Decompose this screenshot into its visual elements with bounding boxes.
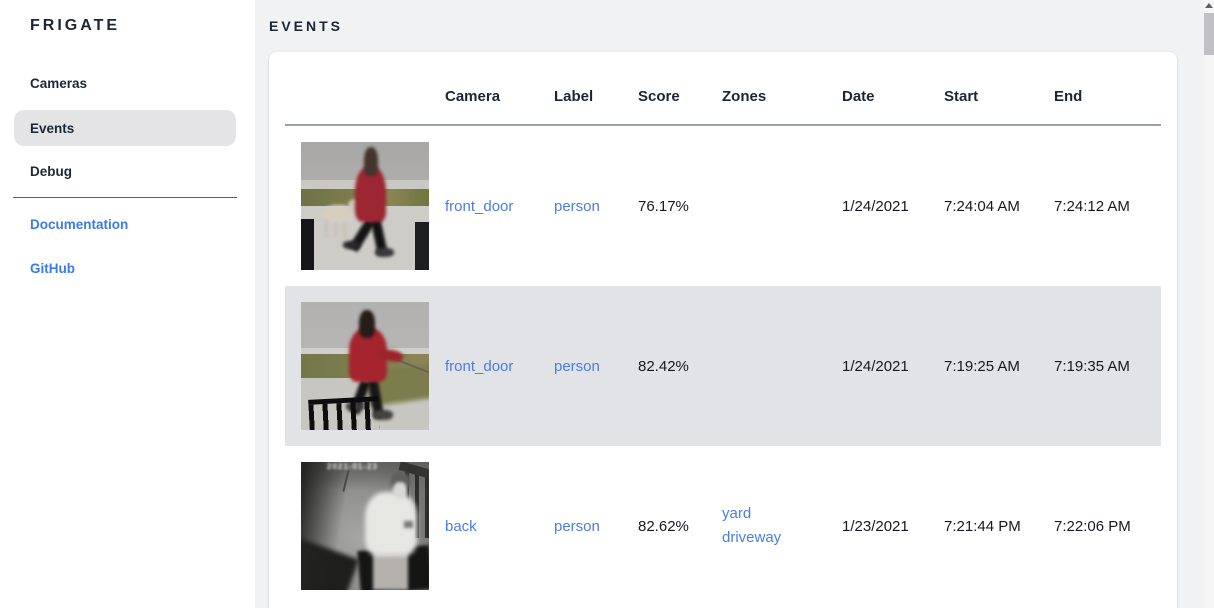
zones-cell: yard driveway — [722, 502, 842, 550]
fence-post — [415, 222, 429, 270]
event-row: front_door person 76.17% 1/24/2021 7:24:… — [285, 126, 1161, 286]
column-header-zones: Zones — [722, 87, 767, 105]
column-header-camera: Camera — [445, 87, 501, 105]
event-thumbnail[interactable] — [301, 142, 429, 270]
start-cell: 7:21:44 PM — [944, 517, 1021, 535]
column-header-end: End — [1054, 87, 1083, 105]
column-header-label: Label — [554, 87, 594, 105]
sidebar-link-github[interactable]: GitHub — [14, 250, 236, 286]
zone-link[interactable]: driveway — [722, 529, 782, 546]
scrollbar[interactable] — [1204, 0, 1214, 608]
sidebar-item-label: Cameras — [30, 75, 88, 91]
person-shape — [375, 248, 394, 257]
railing — [308, 396, 380, 430]
sidebar-item-cameras[interactable]: Cameras — [14, 65, 236, 101]
sidebar-item-label: Debug — [30, 163, 72, 179]
app-logo: FRIGATE — [30, 17, 121, 34]
main-content: EVENTS Camera Label Score Zones Date Sta… — [255, 0, 1204, 608]
date-cell: 1/24/2021 — [842, 357, 909, 375]
sidebar-item-events[interactable]: Events — [14, 110, 236, 146]
sidebar: FRIGATE Cameras Events Debug Documentati… — [0, 0, 255, 608]
person-shape — [373, 552, 408, 590]
camera-timestamp-overlay: 2021-01-23 — [327, 462, 378, 471]
scrollbar-up-arrow-icon[interactable] — [1205, 3, 1213, 8]
person-shape — [343, 241, 360, 249]
column-header-start: Start — [944, 87, 979, 105]
camera-link[interactable]: front_door — [445, 197, 514, 215]
person-shape — [359, 310, 375, 338]
event-thumbnail[interactable]: 2021-01-23 — [301, 462, 429, 590]
sidebar-item-debug[interactable]: Debug — [14, 153, 236, 189]
fence-post — [301, 219, 314, 270]
camera-link[interactable]: back — [445, 517, 477, 535]
event-row: 2021-01-23 back person 82.62% yard drive… — [285, 446, 1161, 606]
person-shape — [364, 147, 378, 176]
dog-shape — [325, 218, 351, 238]
label-link[interactable]: person — [554, 357, 600, 375]
person-shape — [393, 482, 407, 499]
sidebar-link-label: Documentation — [30, 216, 129, 232]
sidebar-link-label: GitHub — [30, 260, 75, 276]
table-header-row: Camera Label Score Zones Date Start End — [285, 68, 1161, 126]
score-cell: 76.17% — [638, 197, 689, 215]
end-cell: 7:24:12 AM — [1054, 197, 1130, 215]
date-cell: 1/24/2021 — [842, 197, 909, 215]
sidebar-divider — [13, 197, 237, 198]
column-header-score: Score — [638, 87, 680, 105]
camera-link[interactable]: front_door — [445, 357, 514, 375]
score-cell: 82.42% — [638, 357, 689, 375]
sidebar-link-documentation[interactable]: Documentation — [14, 206, 236, 242]
dog-shape — [322, 205, 353, 222]
score-cell: 82.62% — [638, 517, 689, 535]
event-row-highlighted: front_door person 82.42% 1/24/2021 7:19:… — [285, 286, 1161, 446]
label-link[interactable]: person — [554, 517, 600, 535]
label-link[interactable]: person — [554, 197, 600, 215]
column-header-date: Date — [842, 87, 875, 105]
person-shape — [373, 410, 393, 420]
events-card: Camera Label Score Zones Date Start End — [269, 52, 1177, 608]
shadow — [301, 462, 347, 590]
page-title: EVENTS — [269, 18, 344, 34]
scrollbar-thumb[interactable] — [1204, 13, 1214, 55]
start-cell: 7:24:04 AM — [944, 197, 1020, 215]
end-cell: 7:22:06 PM — [1054, 517, 1131, 535]
phone-shape — [404, 521, 413, 528]
date-cell: 1/23/2021 — [842, 517, 909, 535]
end-cell: 7:19:35 AM — [1054, 357, 1130, 375]
start-cell: 7:19:25 AM — [944, 357, 1020, 375]
zone-link[interactable]: yard — [722, 505, 752, 522]
sidebar-item-label: Events — [30, 120, 75, 136]
event-thumbnail[interactable] — [301, 302, 429, 430]
